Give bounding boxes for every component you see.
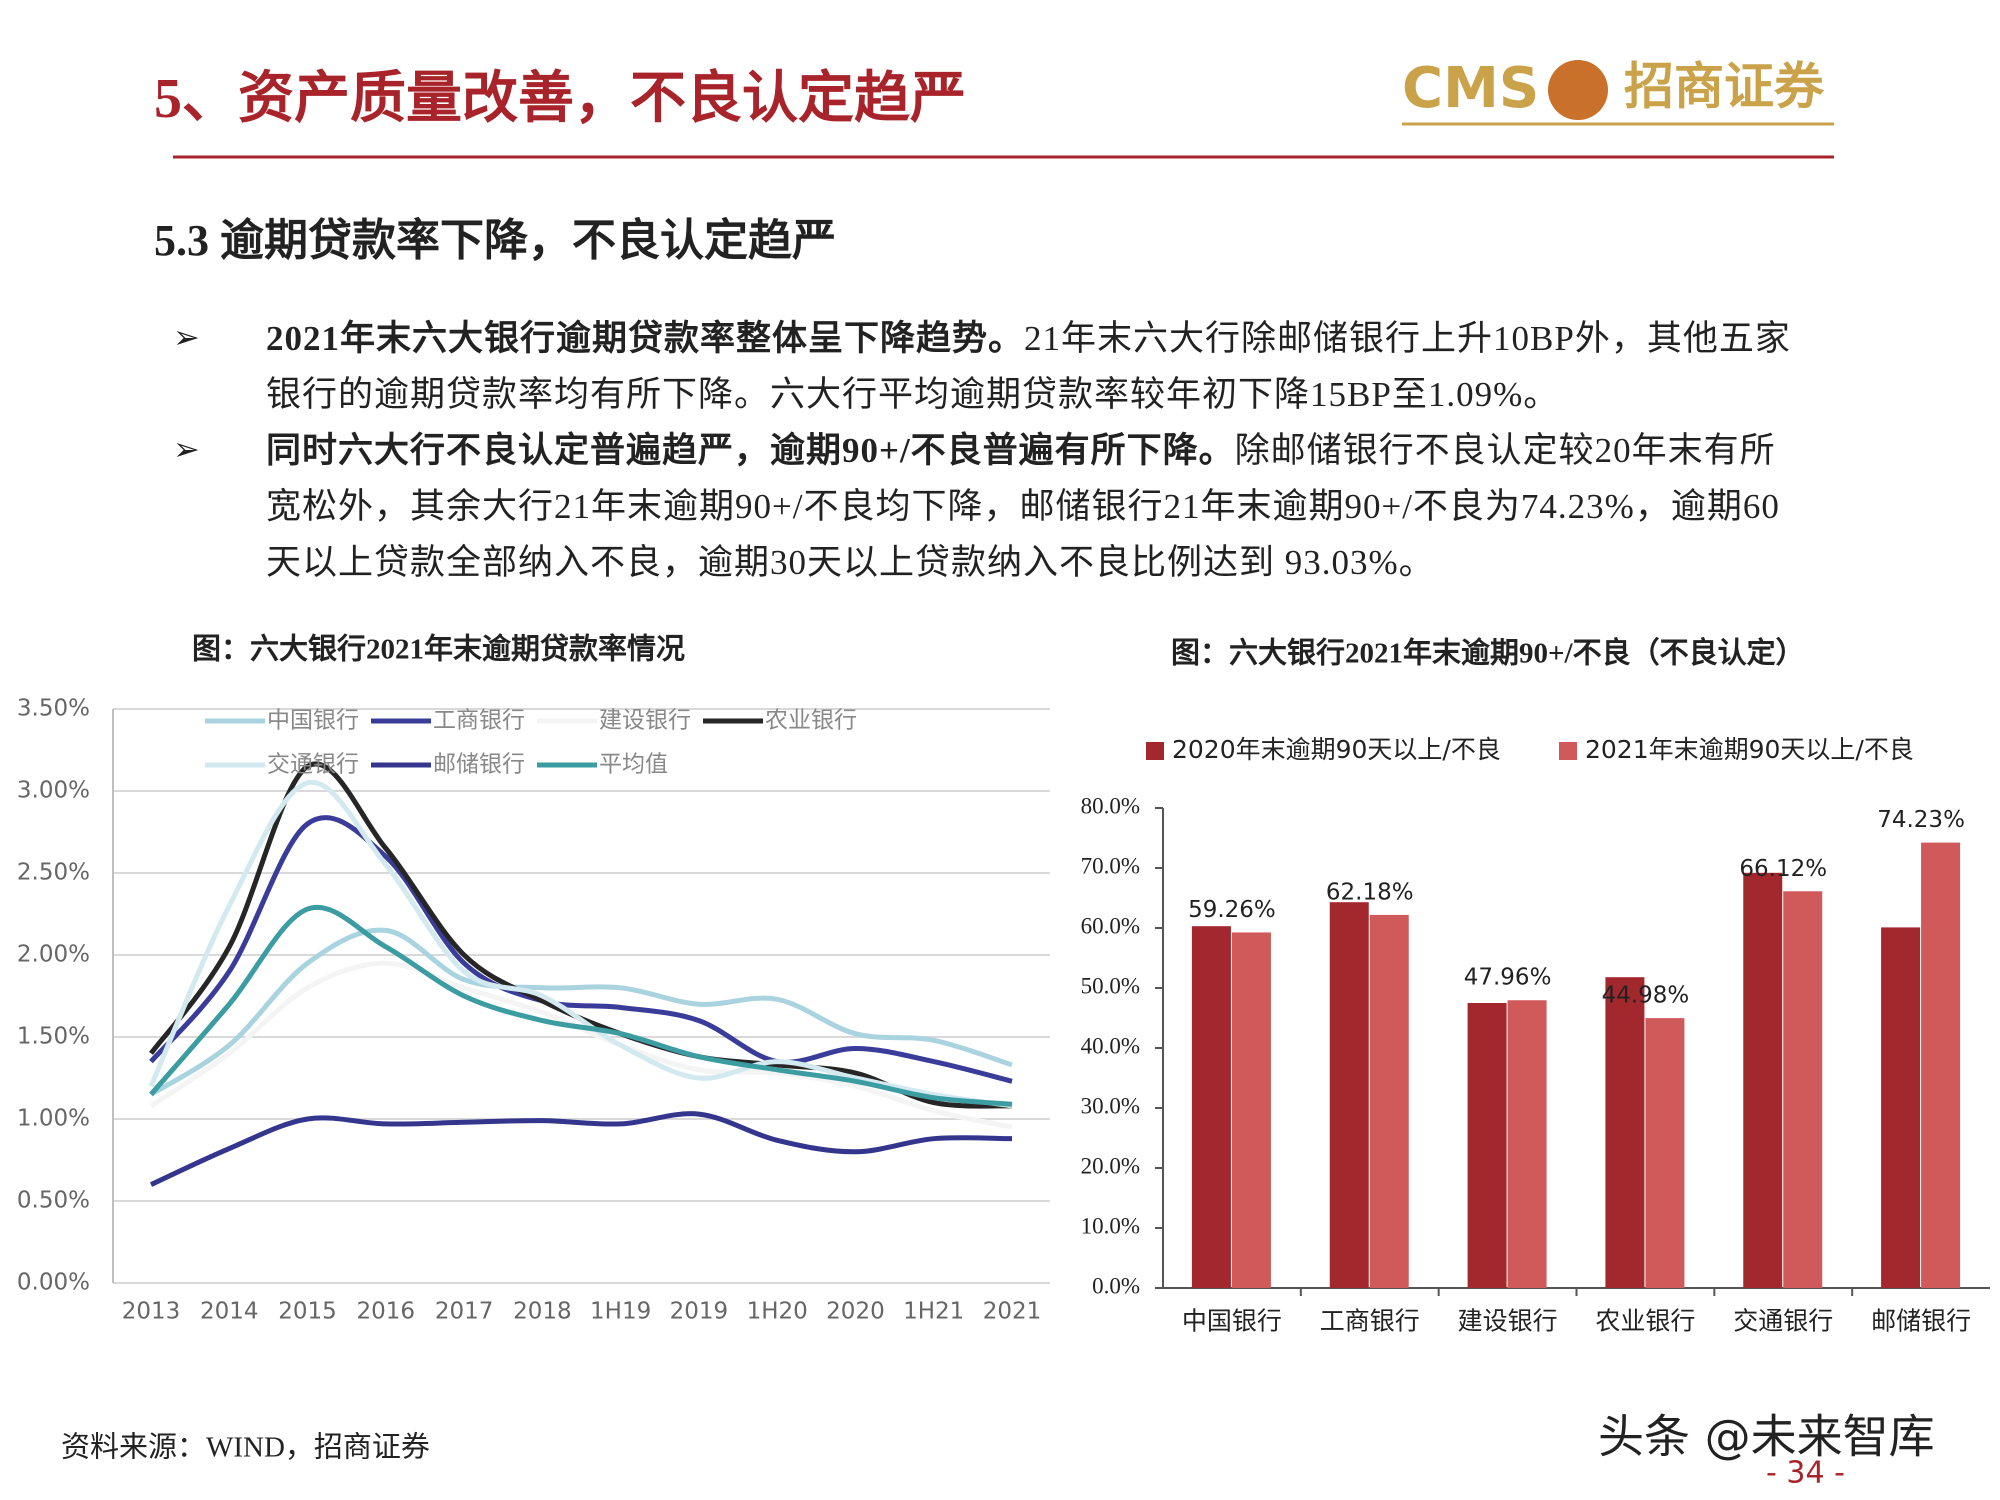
bar [1881,927,1921,1288]
y-tick-label: 70.0% [1081,853,1140,878]
bar [1467,1003,1507,1288]
series-line [149,1111,1013,1187]
x-tick-label: 交通银行 [1733,1308,1833,1336]
bar [1645,1018,1685,1288]
legend-swatch [1559,742,1577,760]
data-label: 74.23% [1877,807,1965,833]
series-line [149,927,1013,1097]
paragraph-text: 21年末六大行除邮储银行上升10BP外，其他五家银行的逾期贷款率均有所下降。六大… [266,319,1791,414]
y-tick-label: 30.0% [1081,1093,1140,1118]
y-tick-label: 80.0% [1081,793,1140,818]
paragraph: 同时六大行不良认定普遍趋严，逾期90+/不良普遍有所下降。除邮储银行不良认定较2… [266,423,1806,591]
x-tick-label: 2021 [983,1299,1042,1325]
legend-label: 平均值 [599,752,668,778]
legend-label: 交通银行 [267,752,359,778]
x-tick-label: 2017 [435,1299,494,1325]
x-tick-label: 2018 [513,1299,572,1325]
x-tick-label: 1H19 [590,1299,651,1325]
chart-title: 图：六大银行2021年末逾期贷款率情况 [192,632,685,666]
legend-label: 建设银行 [599,708,691,734]
paragraph-text: 除邮储银行不良认定较20年末有所宽松外，其余大行21年末逾期90+/不良均下降，… [266,431,1780,582]
series-line [148,761,1013,1109]
y-tick-label: 1.50% [17,1024,90,1050]
y-tick-label: 60.0% [1081,913,1140,938]
x-tick-label: 农业银行 [1595,1308,1695,1336]
page-number: - 34 - [1766,1456,1845,1491]
x-tick-label: 2019 [670,1299,729,1325]
bar [1369,914,1409,1288]
x-tick-label: 工商银行 [1320,1308,1420,1336]
x-tick-label: 1H20 [747,1299,808,1325]
bullet-marker: ➢ [173,319,200,355]
data-label: 44.98% [1602,983,1690,1009]
bar [1231,932,1271,1288]
x-tick-label: 2020 [826,1299,885,1325]
y-tick-label: 0.50% [17,1188,90,1214]
data-label: 59.26% [1188,897,1276,923]
y-tick-label: 20.0% [1081,1153,1140,1178]
logo-icon [1548,60,1608,120]
legend-label: 2020年末逾期90天以上/不良 [1172,735,1501,764]
legend-label: 邮储银行 [433,752,525,778]
y-tick-label: 2.00% [17,942,90,968]
x-tick-label: 2015 [278,1299,337,1325]
data-label: 62.18% [1326,879,1414,905]
y-tick-label: 0.0% [1092,1273,1140,1298]
series-line [149,904,1013,1107]
bullet-marker: ➢ [173,431,200,467]
x-tick-label: 2014 [200,1299,259,1325]
legend-swatch [1146,742,1164,760]
legend-label: 工商银行 [433,708,525,734]
subtitle: 5.3 逾期贷款率下降，不良认定趋严 [154,216,836,265]
legend-label: 农业银行 [765,708,857,734]
x-tick-label: 邮储银行 [1871,1308,1971,1336]
y-tick-label: 10.0% [1081,1213,1140,1238]
y-tick-label: 40.0% [1081,1033,1140,1058]
series-line [149,815,1013,1084]
bar [1507,1000,1547,1288]
y-tick-label: 50.0% [1081,973,1140,998]
logo-name: 招商证券 [1624,58,1825,114]
bar [1743,872,1783,1288]
bar [1329,902,1369,1288]
paragraph-lead: 2021年末六大银行逾期贷款率整体呈下降趋势。 [266,319,1025,358]
legend-label: 中国银行 [267,708,359,734]
data-label: 66.12% [1739,856,1827,882]
source: 资料来源：WIND，招商证券 [61,1431,430,1464]
x-tick-label: 建设银行 [1458,1308,1558,1336]
x-tick-label: 2013 [122,1299,181,1325]
paragraph-lead: 同时六大行不良认定普遍趋严，逾期90+/不良普遍有所下降。 [266,431,1235,470]
x-tick-label: 1H21 [903,1299,964,1325]
legend-label: 2021年末逾期90天以上/不良 [1585,735,1914,764]
x-tick-label: 2016 [357,1299,416,1325]
y-tick-label: 0.00% [17,1270,90,1296]
bar [1783,891,1823,1288]
bar [1191,926,1231,1288]
logo-text: CMS [1402,56,1539,121]
chart-title: 图：六大银行2021年末逾期90+/不良（不良认定） [1171,636,1805,670]
bar [1605,977,1645,1288]
series-line [148,779,1013,1109]
y-tick-label: 1.00% [17,1106,90,1132]
y-tick-label: 3.50% [17,696,90,722]
bar [1921,842,1961,1288]
watermark: 头条 @未来智库 [1598,1410,1935,1464]
y-tick-label: 2.50% [17,860,90,886]
y-tick-label: 3.00% [17,778,90,804]
data-label: 47.96% [1464,965,1552,991]
paragraph: 2021年末六大银行逾期贷款率整体呈下降趋势。21年末六大行除邮储银行上升10B… [266,311,1806,423]
slide-title: 5、资产质量改善，不良认定趋严 [154,68,966,130]
series-line [149,960,1013,1130]
x-tick-label: 中国银行 [1182,1308,1282,1336]
